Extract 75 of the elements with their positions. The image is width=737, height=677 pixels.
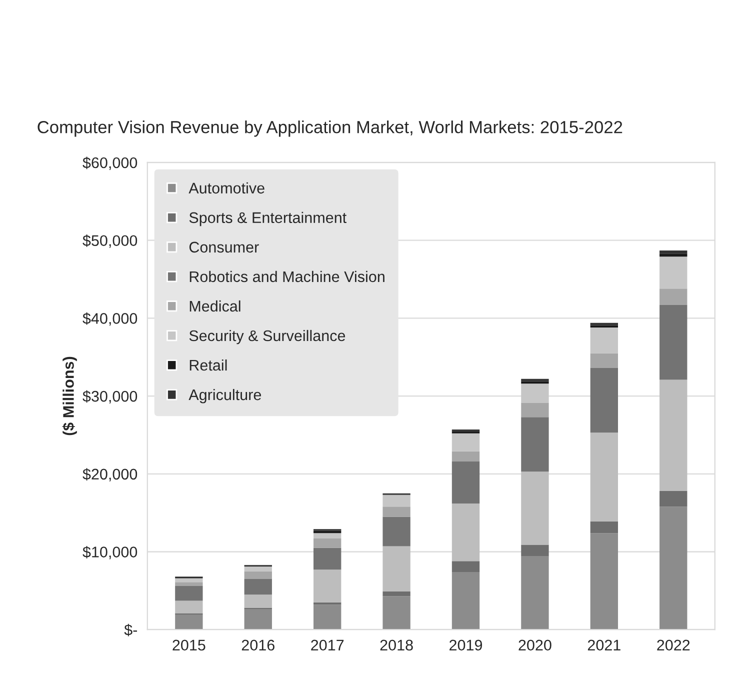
bar: [175, 582, 203, 586]
legend-label: Retail: [190, 359, 227, 371]
bar: [452, 451, 480, 462]
y-tick-label: $50,000: [82, 234, 138, 248]
bar: [660, 304, 688, 380]
y-tick-label: $10,000: [82, 546, 138, 560]
bar: [521, 378, 549, 382]
bar: [452, 561, 480, 572]
bar: [244, 609, 272, 630]
x-tick-label: 2021: [588, 640, 620, 651]
bar: [521, 417, 549, 472]
y-tick-label: $60,000: [82, 156, 138, 170]
bar: [313, 570, 342, 602]
x-tick-label: 2015: [172, 640, 206, 651]
bar: [382, 506, 410, 517]
chart-title: Computer Vision Revenue by Application Market, World Markets: 2015-2022: [38, 120, 622, 137]
bar: [452, 572, 480, 630]
y-tick-label: $20,000: [82, 468, 138, 482]
bar: [244, 579, 272, 595]
bar: [313, 538, 342, 548]
bar: [660, 254, 688, 257]
legend-label: Robotics and Machine Vision: [190, 270, 384, 282]
bar: [452, 461, 480, 504]
legend-label: Agriculture: [188, 388, 261, 404]
bar: [382, 596, 410, 630]
bar: [521, 556, 549, 630]
bar: [660, 506, 688, 630]
bar: [244, 571, 272, 580]
bar: [382, 494, 410, 507]
bar: [175, 600, 203, 614]
x-tick-label: 2019: [450, 640, 482, 651]
bar: [590, 353, 618, 368]
bar: [660, 491, 688, 507]
bar: [660, 380, 688, 492]
bar: [313, 530, 342, 534]
legend-label: Consumer: [189, 242, 259, 253]
y-axis-title: ($ Millions): [62, 356, 77, 436]
legend-label: Sports & Entertainment: [189, 212, 346, 226]
bar: [590, 533, 618, 630]
bar: [590, 325, 618, 328]
bar: [590, 368, 618, 433]
bar: [382, 546, 410, 592]
legend-label: Medical: [190, 300, 240, 312]
y-tick-label: $30,000: [82, 390, 138, 404]
bar: [590, 432, 618, 522]
bar: [175, 614, 203, 630]
legend-label: Security & Surveillance: [189, 330, 346, 344]
bar: [521, 544, 549, 556]
bar: [244, 566, 272, 572]
bar: [660, 256, 688, 289]
bar: [244, 594, 272, 608]
bar: [660, 250, 688, 254]
legend-label: Automotive: [188, 182, 264, 194]
x-tick-label: 2020: [518, 640, 552, 651]
bar: [521, 403, 549, 418]
x-tick-label: 2016: [242, 640, 274, 651]
x-tick-label: 2018: [380, 640, 413, 651]
bar: [175, 578, 203, 582]
y-tick-label: $40,000: [82, 312, 138, 326]
bar: [382, 516, 410, 546]
y-tick-label: $-: [124, 624, 137, 636]
bar: [452, 503, 480, 562]
bar: [521, 384, 549, 404]
x-tick-label: 2022: [657, 640, 690, 651]
bar: [521, 472, 549, 545]
bar: [590, 521, 618, 534]
bar: [382, 591, 410, 596]
bar: [313, 604, 342, 630]
bar: [452, 433, 480, 452]
bar: [313, 548, 342, 570]
bar: [590, 328, 618, 354]
bar: [175, 586, 203, 601]
bar: [660, 288, 688, 305]
x-tick-label: 2017: [311, 640, 344, 651]
bar: [313, 533, 342, 539]
